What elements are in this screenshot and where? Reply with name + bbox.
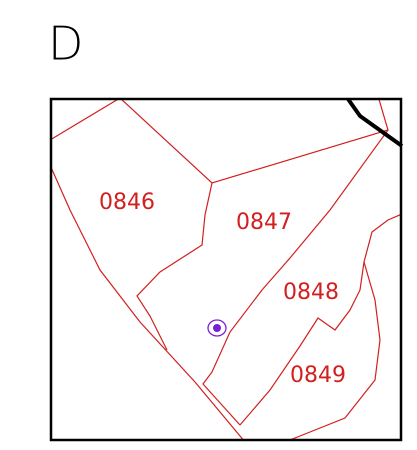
boundary [51, 99, 389, 184]
parcel-label: 0847 [236, 210, 292, 235]
map-title: D [48, 17, 83, 71]
parcel-label: 0848 [283, 280, 339, 305]
location-marker [213, 324, 221, 332]
boundary [239, 213, 401, 426]
road-edge [346, 97, 404, 148]
boundary [202, 129, 389, 426]
parcel-boundaries [51, 99, 401, 440]
boundary [288, 261, 381, 440]
map-frame [49, 97, 403, 442]
parcel-label: 0846 [99, 190, 155, 215]
boundary [51, 165, 245, 440]
location-marker-ring [207, 319, 227, 337]
boundary [136, 182, 213, 351]
parcel-label: 0849 [290, 363, 346, 388]
